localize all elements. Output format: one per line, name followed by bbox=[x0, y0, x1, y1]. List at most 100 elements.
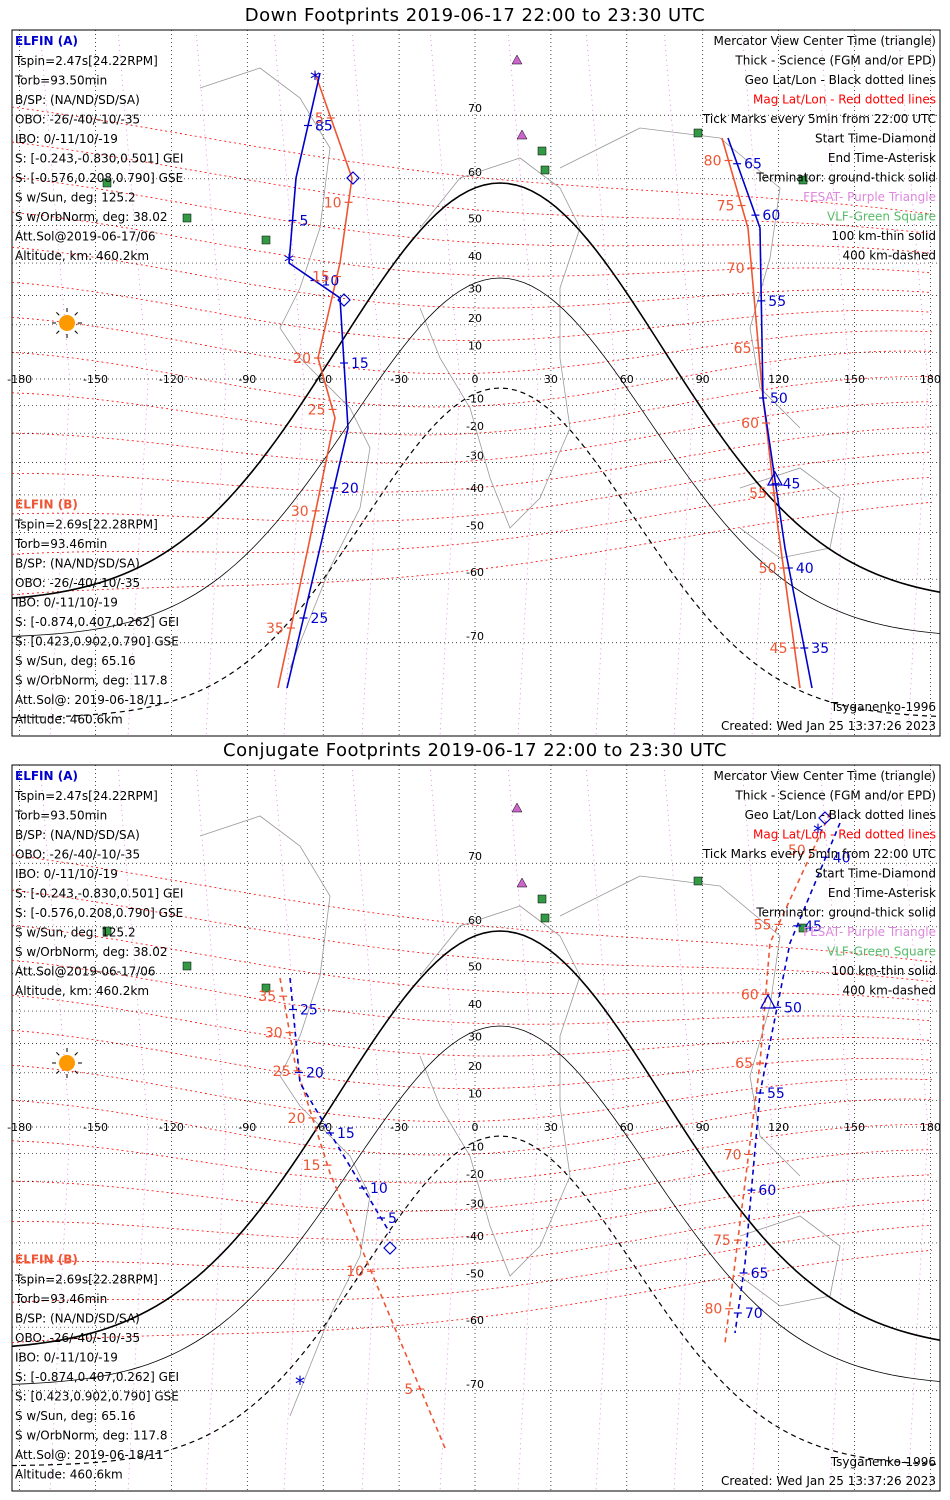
elfin-a-info-line: IBO: 0/-11/10/-19 bbox=[15, 867, 118, 881]
elfin-a-west-time-label: 20 bbox=[341, 481, 359, 497]
map-frame bbox=[11, 29, 941, 737]
legend-line: Mercator View Center Time (triangle) bbox=[714, 34, 936, 48]
elfin-b-info-line: IBO: 0/-11/10/-19 bbox=[15, 596, 118, 610]
lat-tick-label: 60 bbox=[468, 166, 482, 179]
sun-icon bbox=[59, 315, 75, 331]
legend-line: End Time-Asterisk bbox=[828, 886, 936, 900]
view-center-triangle-icon bbox=[766, 470, 784, 486]
elfin-a-info-line: Altitude, km: 460.2km bbox=[15, 984, 149, 998]
elfin-b-info-line: S: [-0.874,0.407,0.262] GEI bbox=[15, 1370, 179, 1384]
vlf-square-icon bbox=[537, 894, 547, 904]
legend-line: Mag Lat/Lon - Red dotted lines bbox=[753, 93, 936, 107]
lon-tick-label: 90 bbox=[696, 373, 710, 386]
lon-tick-label: 90 bbox=[696, 1121, 710, 1134]
lat-tick-label: -60 bbox=[466, 566, 484, 579]
created-timestamp: Created: Wed Jan 25 13:37:26 2023 bbox=[721, 1474, 936, 1488]
vlf-square-icon bbox=[182, 961, 192, 971]
lat-tick-label: 60 bbox=[468, 914, 482, 927]
legend-line: Start Time-Diamond bbox=[815, 867, 936, 881]
continent-outline bbox=[199, 67, 331, 379]
elfin-b-east-time-label: 65 bbox=[735, 1056, 753, 1072]
mag-lat-line bbox=[11, 889, 933, 983]
legend-line: Terminator: ground-thick solid bbox=[755, 171, 936, 185]
elfin-b-info-line: OBO: -26/-40/-10/-35 bbox=[15, 1331, 140, 1345]
lon-tick-label: -180 bbox=[7, 373, 32, 386]
vlf-square-icon bbox=[261, 235, 271, 245]
elfin-b-name: ELFIN (B) bbox=[15, 498, 78, 512]
elfin-b-info-line: Altitude: 460.6km bbox=[15, 713, 123, 727]
legend-line: Tick Marks every 5min from 22:00 UTC bbox=[702, 847, 936, 861]
lon-tick-label: -120 bbox=[159, 1121, 184, 1134]
lat-tick-label: -30 bbox=[466, 449, 484, 462]
mag-lat-line bbox=[11, 959, 933, 1025]
mag-lat-line bbox=[11, 994, 933, 1057]
lon-tick-label: 30 bbox=[544, 1121, 558, 1134]
elfin-a-west-time-label: 10 bbox=[322, 274, 340, 290]
elfin-a-east-time-label: 70 bbox=[745, 1306, 763, 1322]
lat-tick-label: -10 bbox=[466, 1141, 484, 1154]
elfin-b-info-line: S: [0.423,0.902,0.790] GSE bbox=[15, 635, 179, 649]
mag-lat-line bbox=[11, 106, 933, 215]
legend-line: VLF-Green Square bbox=[827, 210, 936, 224]
elfin-b-west-time-label: 10 bbox=[324, 195, 342, 211]
elfin-a-info-line: B/SP: (NA/ND/SD/SA) bbox=[15, 828, 140, 842]
elfin-b-west-time-label: 30 bbox=[291, 504, 309, 520]
vlf-square-icon bbox=[798, 175, 808, 185]
lon-tick-label: 150 bbox=[844, 373, 865, 386]
vlf-square-icon bbox=[261, 983, 271, 993]
terminator-ground bbox=[11, 182, 941, 600]
lon-tick-label: 150 bbox=[844, 1121, 865, 1134]
mag-lat-line bbox=[11, 501, 933, 596]
elfin-b-track-east bbox=[721, 137, 801, 689]
elfin-a-info-line: Altitude, km: 460.2km bbox=[15, 249, 149, 263]
elfin-b-info-line: B/SP: (NA/ND/SD/SA) bbox=[15, 1312, 140, 1326]
elfin-b-info-line: S w/OrbNorm, deg: 117.8 bbox=[15, 674, 167, 688]
elfin-a-west-time-label: 10 bbox=[370, 1181, 388, 1197]
legend-line: 100 km-thin solid bbox=[831, 229, 936, 243]
elfin-a-west-time-label: 85 bbox=[315, 119, 333, 135]
elfin-b-west-time-label: 25 bbox=[308, 402, 326, 418]
lat-tick-label: 30 bbox=[468, 1031, 482, 1044]
mag-lat-line bbox=[11, 246, 933, 309]
elfin-a-west-time-label: 15 bbox=[337, 1126, 355, 1142]
mag-lat-line bbox=[11, 1174, 933, 1241]
lon-tick-label: -180 bbox=[7, 1121, 32, 1134]
start-diamond-icon bbox=[346, 171, 360, 185]
lat-tick-label: 50 bbox=[468, 960, 482, 973]
lon-tick-label: 120 bbox=[768, 1121, 789, 1134]
legend-line: 400 km-dashed bbox=[842, 984, 936, 998]
elfin-a-name: ELFIN (A) bbox=[15, 34, 78, 48]
elfin-b-info-line: S w/OrbNorm, deg: 117.8 bbox=[15, 1429, 167, 1443]
panel-title-conjugate: Conjugate Footprints 2019-06-17 22:00 to… bbox=[223, 740, 727, 761]
elfin-b-west-time-label: 15 bbox=[312, 270, 330, 286]
elfin-a-west-time-label: 25 bbox=[311, 611, 329, 627]
vlf-square-icon bbox=[182, 213, 192, 223]
continent-outline bbox=[739, 467, 841, 559]
elfin-b-east-time-label: 50 bbox=[788, 843, 806, 859]
continent-outline bbox=[289, 377, 371, 669]
elfin-b-west-time-label: 5 bbox=[404, 1382, 413, 1398]
mag-lat-line bbox=[11, 211, 933, 277]
elfin-b-east-time-label: 80 bbox=[704, 1302, 722, 1318]
lat-tick-label: 30 bbox=[468, 283, 482, 296]
sun-ray bbox=[74, 1052, 78, 1056]
sun-ray bbox=[56, 330, 60, 334]
lat-tick-label: 70 bbox=[468, 102, 482, 115]
continent-outline bbox=[289, 1125, 371, 1417]
lon-tick-label: 120 bbox=[768, 373, 789, 386]
view-center-triangle-icon bbox=[759, 993, 777, 1009]
elfin-b-west-time-label: 15 bbox=[303, 1158, 321, 1174]
elfin-b-east-time-label: 80 bbox=[704, 154, 722, 170]
elfin-b-info-line: S: [-0.874,0.407,0.262] GEI bbox=[15, 615, 179, 629]
elfin-a-west-time-label: 25 bbox=[300, 1003, 318, 1019]
legend-line: FESAT- Purple Triangle bbox=[803, 190, 936, 204]
start-diamond-icon bbox=[383, 1241, 397, 1255]
start-diamond-icon bbox=[818, 811, 832, 825]
mag-lat-line bbox=[11, 1224, 933, 1303]
legend-line: Mercator View Center Time (triangle) bbox=[714, 769, 936, 783]
vlf-square-icon bbox=[693, 128, 703, 138]
sun-icon bbox=[59, 1055, 75, 1071]
elfin-a-info-line: S: [-0.576,0.208,0.790] GSE bbox=[15, 171, 183, 185]
continent-outline bbox=[419, 157, 581, 529]
sun-ray bbox=[74, 1070, 78, 1074]
